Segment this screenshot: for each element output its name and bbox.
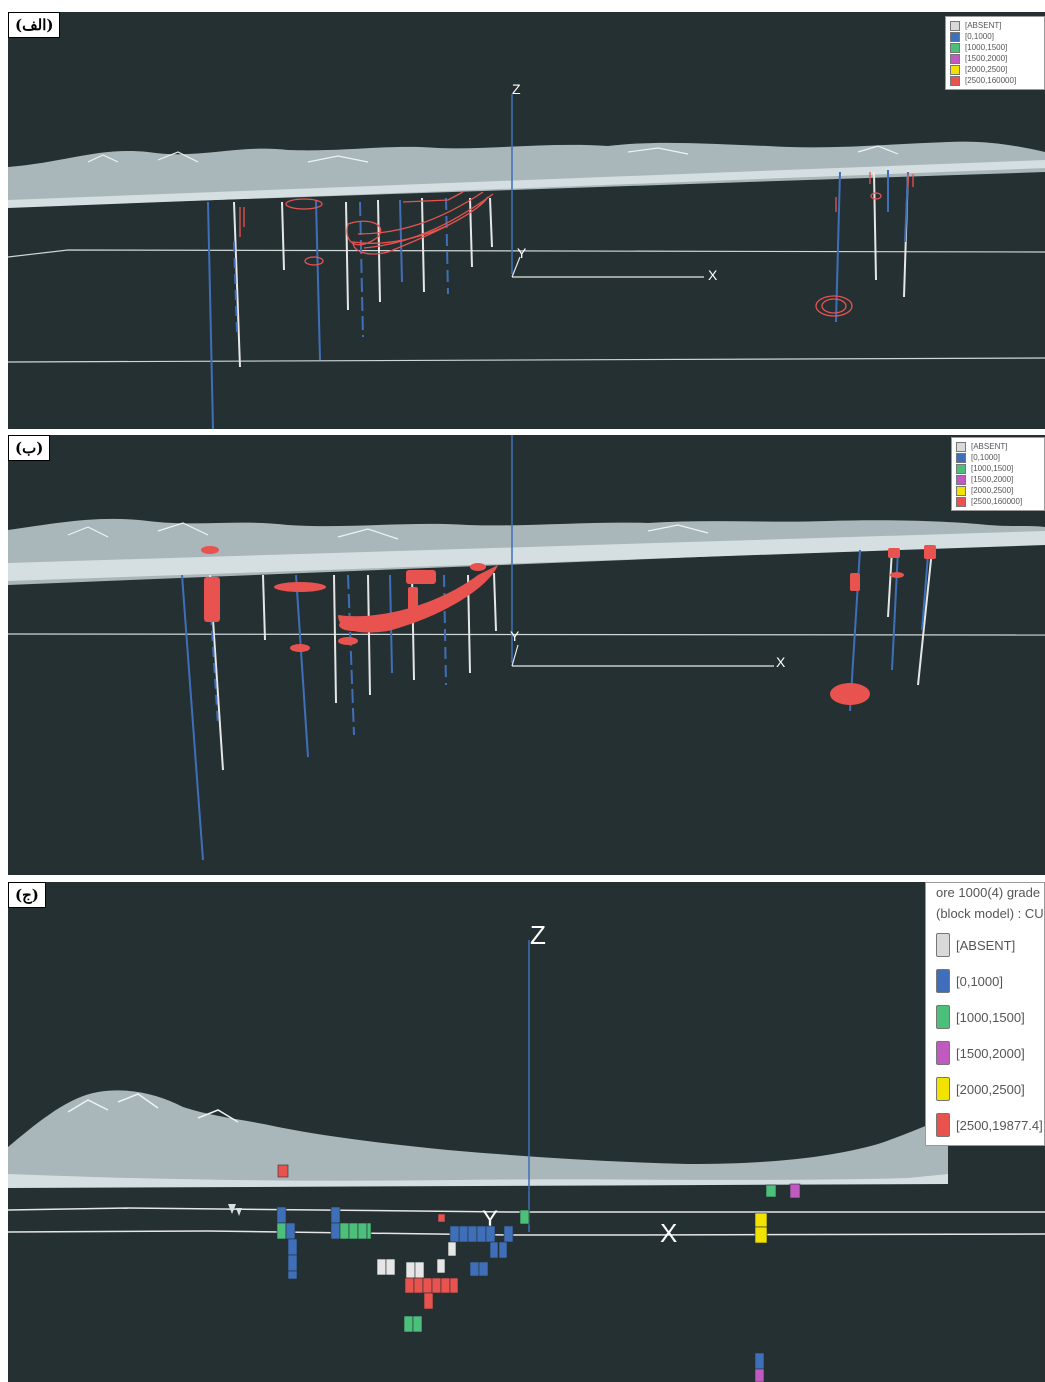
legend-swatch [956,496,966,507]
axis-label-y: Y [510,628,520,644]
legend-label: [2500,160000] [965,76,1017,85]
legend-label: [ABSENT] [956,937,1016,953]
legend-swatch [956,485,966,496]
panel-tag-b: (ب) [8,435,51,461]
terrain-spikes [228,1204,242,1216]
legend-swatch [936,1005,950,1029]
panel-tag-a: (الف) [8,12,61,38]
terrain-surface-edge [8,1174,948,1188]
legend-swatch [956,452,966,463]
terrain-surface-edge [8,531,1045,581]
bounding-box-line [8,633,1045,636]
viewport-panel-a[interactable]: Z Y X (الف) [ABSENT] [0,1000] [1000,1500… [8,12,1045,429]
scene-c: Z Y X [8,920,1045,1382]
legend-swatch [950,53,960,64]
terrain-surface-edge [8,160,1045,208]
legend-b: [ABSENT] [0,1000] [1000,1500] [1500,2000… [951,437,1045,511]
legend-swatch [950,20,960,31]
legend-label: [2000,2500] [956,1081,1025,1097]
axis-triad [511,94,704,278]
ore-outlines [239,172,914,317]
legend-swatch [956,463,966,474]
terrain-ridges [87,145,899,163]
legend-c: ore 1000(4) grade (block model) : CU [AB… [925,882,1045,1146]
legend-label: [0,1000] [971,453,1000,462]
scene-b: Y X [8,435,1045,861]
legend-swatch [936,1077,950,1101]
scene-a: Z Y X [8,81,1045,429]
axis-label-x: X [660,1218,677,1248]
legend-label: [1000,1500] [956,1009,1025,1025]
legend-label: [ABSENT] [971,442,1008,451]
legend-label: [0,1000] [956,973,1003,989]
legend-swatch [950,31,960,42]
axis-label-x: X [708,267,718,283]
legend-label: [2500,19877.4] [956,1117,1043,1133]
axis-label-z: Z [512,81,521,97]
axis-triad [511,435,774,667]
legend-label: [2000,2500] [971,486,1014,495]
bounding-box-line [8,249,1045,258]
legend-label: [1000,1500] [971,464,1014,473]
viewport-panel-c[interactable]: Z Y X [8,882,1045,1382]
legend-label: [0,1000] [965,32,994,41]
legend-label: [1000,1500] [965,43,1008,52]
legend-header-line2: (block model) : CU [936,906,1044,921]
terrain-ridges [67,522,709,540]
terrain-ridges [67,1093,239,1123]
legend-swatch [950,64,960,75]
terrain-surface [8,1090,948,1182]
panel-tag-c: (ج) [8,882,46,908]
drill-holes [181,549,933,861]
legend-swatch [936,1041,950,1065]
ore-solids [201,545,936,705]
legend-swatch [936,1113,950,1137]
legend-swatch [950,42,960,53]
axis-label-x: X [776,654,786,670]
block-model-cells [276,1164,801,1382]
bounding-box-line [8,357,1045,363]
legend-swatch [936,933,950,957]
legend-a: [ABSENT] [0,1000] [1000,1500] [1500,2000… [945,16,1045,90]
legend-swatch [950,75,960,86]
axis-label-y: Y [517,245,527,261]
legend-label: [1500,2000] [971,475,1014,484]
legend-swatch [956,474,966,485]
legend-label: [1500,2000] [956,1045,1025,1061]
legend-header-line1: ore 1000(4) grade [936,885,1041,900]
legend-label: [ABSENT] [965,21,1002,30]
legend-swatch [936,969,950,993]
axis-label-z: Z [530,920,546,950]
legend-label: [2500,160000] [971,497,1023,506]
legend-label: [2000,2500] [965,65,1008,74]
legend-label: [1500,2000] [965,54,1008,63]
legend-swatch [956,441,966,452]
viewport-panel-b[interactable]: Y X (ب) [ABSENT] [0,1000] [1000,1500] [1… [8,435,1045,875]
